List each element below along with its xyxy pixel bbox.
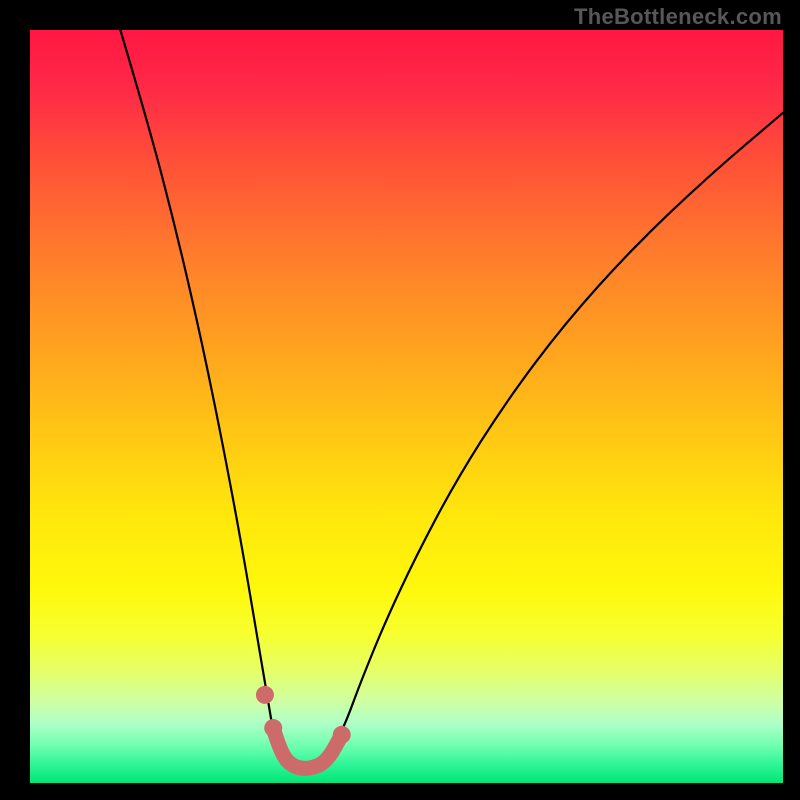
highlight-marker-start bbox=[264, 719, 282, 737]
border-left bbox=[0, 0, 30, 800]
plot-area bbox=[30, 30, 783, 783]
curve-left_branch bbox=[120, 30, 273, 730]
curve-right_branch bbox=[342, 113, 783, 730]
chart-frame: TheBottleneck.com bbox=[0, 0, 800, 800]
watermark-text: TheBottleneck.com bbox=[574, 4, 782, 30]
bottom-highlight-path bbox=[273, 728, 342, 768]
border-bottom bbox=[0, 783, 800, 800]
curve-overlay-svg bbox=[30, 30, 783, 783]
highlight-marker-end bbox=[333, 726, 351, 744]
highlight-marker-detached bbox=[256, 686, 274, 704]
border-right bbox=[783, 0, 800, 800]
